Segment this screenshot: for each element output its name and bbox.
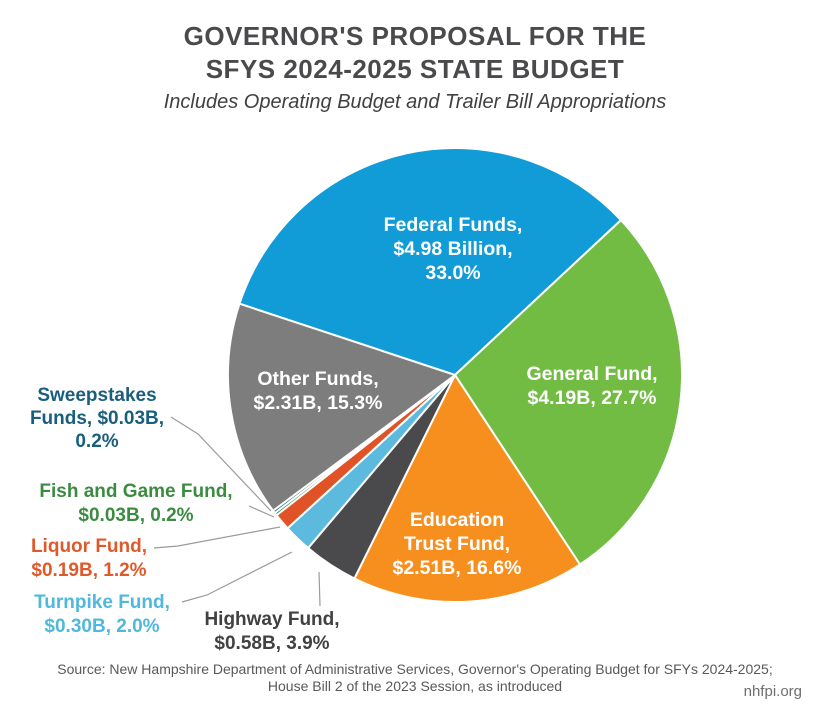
pie-slice-other-funds <box>227 302 456 512</box>
leader-line-sweepstakes-funds <box>170 416 272 512</box>
label-federal-funds-line2: $4.98 Billion, <box>393 238 512 260</box>
leader-line-fish-and-game-fund <box>248 505 275 518</box>
leader-lines <box>153 416 321 607</box>
label-sweepstakes-funds-line1: Sweepstakes <box>37 385 156 406</box>
leader-line-turnpike-fund <box>181 551 293 603</box>
label-highway-fund-line1: Highway Fund, <box>204 609 339 630</box>
leader-line-highway-fund <box>318 571 321 607</box>
label-liquor-fund-line1: Liquor Fund, <box>31 536 147 557</box>
label-turnpike-fund-line2: $0.30B, 2.0% <box>44 616 159 637</box>
leader-line-liquor-fund <box>153 526 281 549</box>
pie-slice-education-trust-fund <box>353 374 581 603</box>
label-general-fund-line1: General Fund, <box>526 363 657 385</box>
label-federal-funds-line3: 33.0% <box>425 262 480 284</box>
label-fish-and-game-fund-line1: Fish and Game Fund, <box>39 481 232 502</box>
label-other-funds-line2: $2.31B, 15.3% <box>253 392 382 414</box>
source-line2: House Bill 2 of the 2023 Session, as int… <box>267 678 563 694</box>
label-federal-funds-line1: Federal Funds, <box>384 214 523 236</box>
chart-title-line2: SFYS 2024-2025 STATE BUDGET <box>205 54 625 84</box>
pie-slices <box>227 146 683 603</box>
label-education-trust-fund-line3: $2.51B, 16.6% <box>392 557 521 579</box>
label-sweepstakes-funds-line2: Funds, $0.03B, <box>30 408 164 429</box>
label-turnpike-fund-line1: Turnpike Fund, <box>34 592 170 613</box>
chart-title-line1: GOVERNOR'S PROPOSAL FOR THE <box>183 21 647 51</box>
source-note: Source: New Hampshire Department of Admi… <box>0 661 830 695</box>
label-fish-and-game-fund-line2: $0.03B, 0.2% <box>78 505 193 526</box>
slice-labels: Federal Funds,$4.98 Billion,33.0% General… <box>30 214 658 654</box>
chart-header: GOVERNOR'S PROPOSAL FOR THE SFYS 2024-20… <box>0 20 830 115</box>
pie-slice-general-fund <box>454 219 683 566</box>
label-education-trust-fund-line2: Trust Fund, <box>404 533 510 555</box>
label-education-trust-fund-line1: Education <box>410 509 504 531</box>
pie-slice-federal-funds <box>238 146 622 376</box>
source-line1: Source: New Hampshire Department of Admi… <box>57 661 773 677</box>
label-sweepstakes-funds-line3: 0.2% <box>75 431 118 452</box>
label-liquor-fund-line2: $0.19B, 1.2% <box>31 560 146 581</box>
label-general-fund-line2: $4.19B, 27.7% <box>527 387 656 409</box>
website-credit: nhfpi.org <box>743 683 802 700</box>
chart-subtitle: Includes Operating Budget and Trailer Bi… <box>163 91 667 113</box>
label-other-funds-line1: Other Funds, <box>257 368 378 390</box>
label-highway-fund-line2: $0.58B, 3.9% <box>214 633 329 654</box>
